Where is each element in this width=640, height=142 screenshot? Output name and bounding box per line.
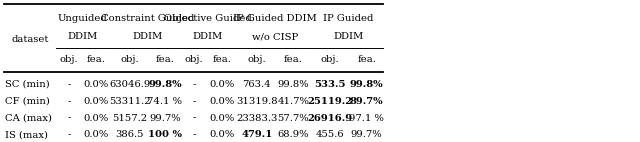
Text: 99.8%: 99.8% <box>350 80 383 89</box>
Text: obj.: obj. <box>60 55 78 64</box>
Text: IP Guided DDIM: IP Guided DDIM <box>233 14 317 23</box>
Text: 99.8%: 99.8% <box>277 80 309 89</box>
Text: -: - <box>67 97 70 106</box>
Text: 0.0%: 0.0% <box>209 97 234 106</box>
Text: 99.7%: 99.7% <box>351 130 383 139</box>
Text: 0.0%: 0.0% <box>209 130 234 139</box>
Text: dataset: dataset <box>12 35 49 43</box>
Text: DDIM: DDIM <box>333 32 364 41</box>
Text: 479.1: 479.1 <box>241 130 273 139</box>
Text: 763.4: 763.4 <box>243 80 271 89</box>
Text: 97.1 %: 97.1 % <box>349 114 384 123</box>
Text: obj.: obj. <box>320 55 339 64</box>
Text: 5157.2: 5157.2 <box>112 114 147 123</box>
Text: 25119.2: 25119.2 <box>307 97 352 106</box>
Text: 0.0%: 0.0% <box>209 114 234 123</box>
Text: -: - <box>193 97 196 106</box>
Text: 0.0%: 0.0% <box>209 80 234 89</box>
Text: 99.8%: 99.8% <box>148 80 182 89</box>
Text: -: - <box>193 130 196 139</box>
Text: Constraint Guided: Constraint Guided <box>100 14 194 23</box>
Text: 68.9%: 68.9% <box>277 130 309 139</box>
Text: 386.5: 386.5 <box>115 130 144 139</box>
Text: 31319.8: 31319.8 <box>236 97 278 106</box>
Text: 26916.9: 26916.9 <box>307 114 352 123</box>
Text: fea.: fea. <box>284 55 303 64</box>
Text: w/o CISP: w/o CISP <box>252 32 298 41</box>
Text: DDIM: DDIM <box>68 32 98 41</box>
Text: fea.: fea. <box>212 55 231 64</box>
Text: 0.0%: 0.0% <box>84 80 109 89</box>
Text: 99.7%: 99.7% <box>149 114 180 123</box>
Text: CF (min): CF (min) <box>5 97 50 106</box>
Text: 41.7%: 41.7% <box>277 97 309 106</box>
Text: fea.: fea. <box>357 55 376 64</box>
Text: 89.7%: 89.7% <box>350 97 383 106</box>
Text: IP Guided: IP Guided <box>323 14 373 23</box>
Text: 63046.9: 63046.9 <box>109 80 150 89</box>
Text: Objective Guided: Objective Guided <box>164 14 252 23</box>
Text: 53311.2: 53311.2 <box>109 97 150 106</box>
Text: IS (max): IS (max) <box>5 130 48 139</box>
Text: -: - <box>67 80 70 89</box>
Text: 74.1 %: 74.1 % <box>147 97 182 106</box>
Text: -: - <box>193 80 196 89</box>
Text: 0.0%: 0.0% <box>84 130 109 139</box>
Text: obj.: obj. <box>248 55 266 64</box>
Text: obj.: obj. <box>120 55 139 64</box>
Text: -: - <box>67 114 70 123</box>
Text: -: - <box>193 114 196 123</box>
Text: DDIM: DDIM <box>193 32 223 41</box>
Text: 533.5: 533.5 <box>314 80 346 89</box>
Text: fea.: fea. <box>87 55 106 64</box>
Text: 23383.3: 23383.3 <box>236 114 278 123</box>
Text: 0.0%: 0.0% <box>84 97 109 106</box>
Text: DDIM: DDIM <box>132 32 163 41</box>
Text: 455.6: 455.6 <box>316 130 344 139</box>
Text: 57.7%: 57.7% <box>277 114 309 123</box>
Text: 0.0%: 0.0% <box>84 114 109 123</box>
Text: SC (min): SC (min) <box>5 80 50 89</box>
Text: CA (max): CA (max) <box>5 114 52 123</box>
Text: -: - <box>67 130 70 139</box>
Text: fea.: fea. <box>156 55 174 64</box>
Text: Unguided: Unguided <box>58 14 108 23</box>
Text: 100 %: 100 % <box>148 130 182 139</box>
Text: obj.: obj. <box>185 55 204 64</box>
